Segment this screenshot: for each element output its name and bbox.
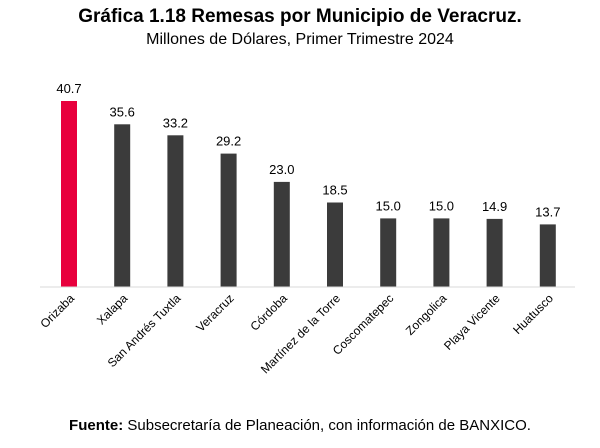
bar-1 bbox=[114, 124, 131, 287]
value-label-6: 15.0 bbox=[376, 198, 401, 213]
chart-subtitle: Millones de Dólares, Primer Trimestre 20… bbox=[146, 31, 454, 48]
value-label-3: 29.2 bbox=[216, 134, 241, 149]
bar-6 bbox=[380, 218, 397, 287]
chart-title: Gráfica 1.18 Remesas por Municipio de Ve… bbox=[78, 6, 522, 27]
bar-3 bbox=[220, 153, 237, 287]
source-footer: Fuente: Subsecretaría de Planeación, con… bbox=[0, 417, 600, 434]
bar-7 bbox=[433, 218, 450, 287]
bar-0 bbox=[61, 101, 77, 287]
category-label-0: Orizaba bbox=[38, 291, 78, 331]
category-label-7: Zongolica bbox=[403, 291, 450, 338]
category-label-9: Huatusco bbox=[510, 291, 556, 337]
bars-group bbox=[61, 101, 556, 287]
value-labels-group: 40.7 35.6 33.2 29.2 23.0 18.5 15.0 15.0 14.9 13.7 bbox=[56, 81, 560, 219]
category-label-4: Córdoba bbox=[247, 291, 290, 334]
value-label-2: 33.2 bbox=[163, 115, 188, 130]
bar-9 bbox=[539, 224, 556, 287]
category-label-1: Xalapa bbox=[94, 291, 131, 328]
value-label-4: 23.0 bbox=[269, 162, 294, 177]
bar-5 bbox=[327, 202, 343, 287]
bar-2 bbox=[167, 135, 184, 287]
source-label: Fuente: bbox=[69, 417, 124, 434]
value-label-9: 13.7 bbox=[535, 204, 560, 219]
value-label-8: 14.9 bbox=[482, 199, 507, 214]
category-label-8: Playa Vicente bbox=[441, 291, 503, 353]
value-label-1: 35.6 bbox=[110, 104, 135, 119]
category-label-3: Veracruz bbox=[193, 291, 236, 334]
source-text: Subsecretaría de Planeación, con informa… bbox=[123, 417, 531, 434]
value-label-5: 18.5 bbox=[322, 183, 347, 198]
bar-8 bbox=[486, 218, 503, 287]
bar-4 bbox=[273, 181, 290, 287]
value-label-0: 40.7 bbox=[56, 81, 81, 96]
value-label-7: 15.0 bbox=[429, 198, 454, 213]
